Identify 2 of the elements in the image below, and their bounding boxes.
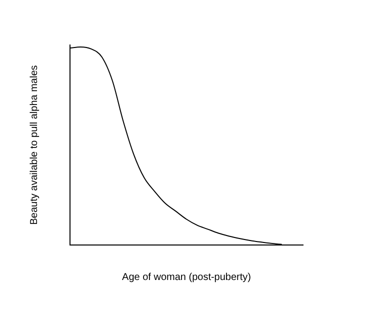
x-axis-title: Age of woman (post-puberty) [122,272,251,283]
y-axis-title: Beauty available to pull alpha males [28,65,40,225]
